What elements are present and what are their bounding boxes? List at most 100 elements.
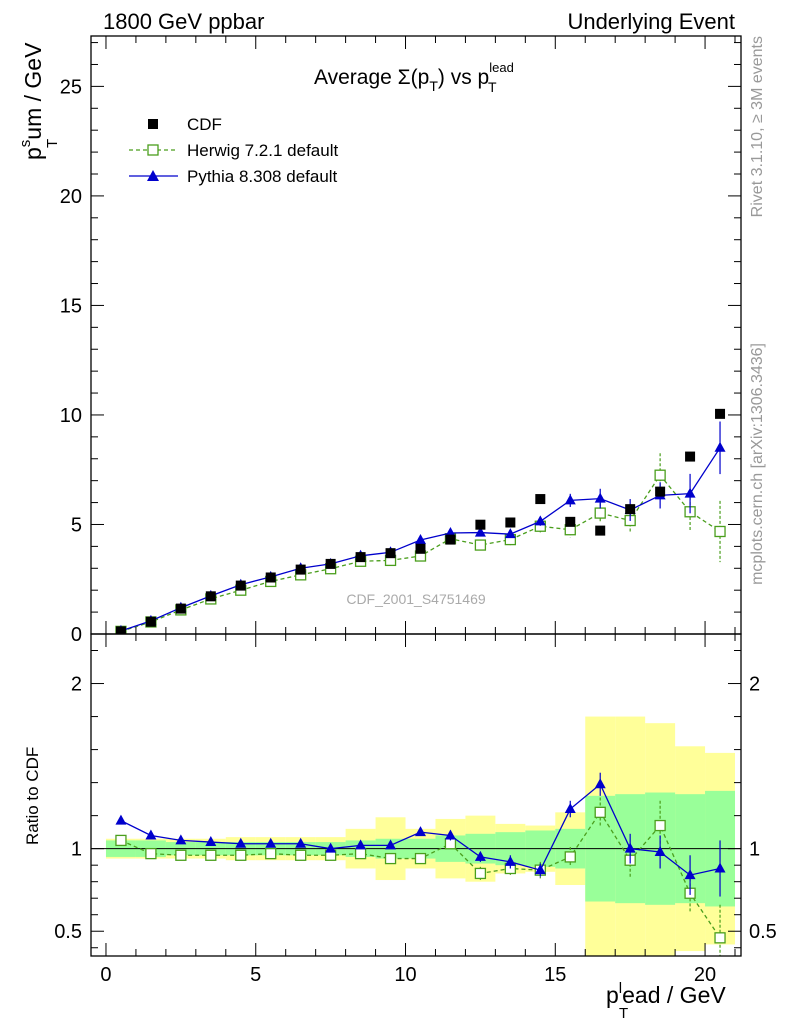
legend-marker-pythia [147,170,159,181]
ratio-y-tick-label-right: 2 [749,674,760,696]
pythia-ratio-point [385,839,397,850]
pythia-point [444,527,456,538]
herwig-ratio-point [384,852,397,865]
herwig-ratio-point [265,847,277,860]
pythia-ratio-point [325,842,337,853]
herwig-ratio-point [714,932,726,944]
cdf-point [535,494,546,505]
cdf-point [625,504,636,515]
pythia-point [504,528,516,539]
y-axis-label: psum / GeV T [17,42,61,160]
cdf-point [415,543,426,554]
legend-label-herwig: Herwig 7.2.1 default [187,141,338,160]
legend-label-pythia: Pythia 8.308 default [187,167,338,186]
ratio-y-tick-label-right: 1 [749,839,760,861]
herwig-ratio-point [205,849,217,861]
svg-text:T: T [44,139,61,148]
herwig-ratio-point [474,867,487,880]
herwig-ratio-point [354,847,367,860]
cdf-point [235,580,246,591]
svg-text:T: T [619,1005,628,1022]
cdf-point [115,626,126,634]
pythia-ratio-point [624,842,636,853]
legend: CDF Herwig 7.2.1 default Pythia 8.308 de… [129,115,338,186]
pythia-ratio-point [175,834,187,845]
svg-text:psum / GeV: psum / GeV [17,42,46,160]
pythia-ratio-point [115,814,127,825]
pythia-ratio-point [355,839,367,850]
x-tick-label: 20 [694,964,716,986]
x-axis-label: plead / GeV T [606,980,726,1022]
pythia-ratio-point [714,862,726,873]
herwig-point [474,539,487,551]
ratio-y-tick-label: 2 [71,674,82,696]
ratio-frame [90,633,742,957]
x-tick-label: 10 [394,964,416,986]
pythia-ratio-point [474,850,486,861]
cdf-point [385,548,396,559]
cdf-point [505,517,516,528]
pythia-ratio-point [534,864,546,875]
pythia-ratio-point [564,803,576,814]
legend-label-cdf: CDF [187,115,222,134]
cdf-point [175,603,186,614]
cdf-point [445,534,456,545]
legend-item-pythia: Pythia 8.308 default [129,167,338,186]
pythia-ratio-point [295,837,307,848]
legend-marker-herwig [147,144,159,156]
pythia-ratio-point [594,778,606,789]
ratio-y-tick-label-right: 0.5 [749,921,777,943]
herwig-point [594,507,606,519]
herwig-ratio-point [175,849,187,861]
cdf-point [475,519,486,530]
cdf-point [355,552,366,563]
x-tick-label: 5 [250,964,261,986]
x-tick-label: 0 [100,964,111,986]
ratio-y-tick-label: 0.5 [54,921,82,943]
cdf-point [715,408,726,419]
herwig-ratio-point [654,819,666,832]
mcplots-label: mcplots.cern.ch [arXiv:1306.3436] [749,343,766,585]
pythia-point [684,487,696,498]
pythia-point [564,494,576,505]
pythia-ratio-point [504,855,516,866]
cdf-point [595,525,606,536]
chart-title: Average Σ(pT) vs plead T [314,60,514,95]
cdf-point [325,558,336,569]
pythia-point [534,515,546,526]
legend-item-herwig: Herwig 7.2.1 default [129,141,338,160]
pythia-ratio-point [145,829,157,840]
cdf-point [295,564,306,575]
cdf-point [205,591,216,602]
pythia-point [414,534,426,545]
herwig-point [714,525,726,538]
y-tick-label: 15 [60,295,82,317]
pythia-ratio-point [654,845,666,856]
pythia-point [594,492,606,503]
pythia-ratio-point [444,829,456,840]
ratio-y-tick-label: 1 [71,839,82,861]
main-axis-ticks: 0 5 10 15 20 25 [60,36,741,646]
header-right: Underlying Event [567,9,735,34]
legend-marker-cdf [148,119,158,129]
pythia-ratio-point [414,826,426,837]
cdf-point [655,486,666,497]
herwig-ratio-point [295,849,307,861]
cdf-point [265,572,276,583]
ratio-plot-area [91,716,741,956]
ratio-axis-ticks: 0 5 10 15 20 0.5 0.5 1 1 2 2 [54,634,777,986]
rivet-label: Rivet 3.1.10, ≥ 3M events [749,36,766,217]
herwig-ratio-point [594,806,606,818]
herwig-ratio-point [414,852,427,865]
herwig-ratio-point [235,849,247,861]
legend-item-cdf: CDF [148,115,222,134]
pythia-point [714,441,726,452]
pythia-ratio-point [265,837,277,848]
y-tick-label: 0 [71,624,82,646]
herwig-ratio-point [564,851,576,863]
y-tick-label: 10 [60,405,82,427]
y-tick-label: 20 [60,186,82,208]
herwig-point [654,469,666,481]
header-left: 1800 GeV ppbar [103,9,264,34]
analysis-watermark: CDF_2001_S4751469 [346,591,486,607]
